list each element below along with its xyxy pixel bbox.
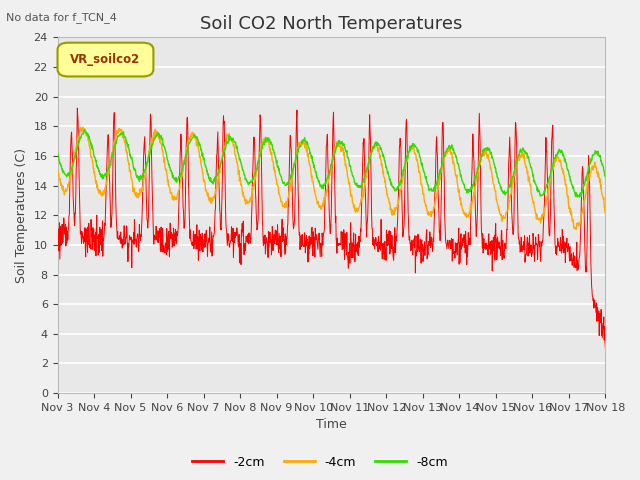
-2cm (602, 345, 609, 350)
-4cm (602, 210, 609, 216)
-4cm (237, 182, 245, 188)
-8cm (575, 194, 583, 200)
-8cm (81, 127, 88, 132)
Text: VR_soilco2: VR_soilco2 (70, 53, 141, 66)
-4cm (79, 124, 87, 130)
-8cm (163, 151, 170, 157)
Y-axis label: Soil Temperatures (C): Soil Temperatures (C) (15, 148, 28, 283)
-4cm (176, 186, 184, 192)
-4cm (573, 227, 580, 232)
Line: -4cm: -4cm (58, 127, 605, 229)
-4cm (537, 220, 545, 226)
-4cm (54, 169, 61, 175)
-4cm (163, 167, 170, 172)
-2cm (488, 268, 496, 274)
-2cm (54, 244, 61, 250)
Text: No data for f_TCN_4: No data for f_TCN_4 (6, 12, 117, 23)
Line: -2cm: -2cm (58, 108, 605, 348)
-8cm (176, 174, 184, 180)
-2cm (237, 262, 245, 267)
-8cm (537, 193, 545, 199)
-8cm (417, 157, 424, 163)
Title: Soil CO2 North Temperatures: Soil CO2 North Temperatures (200, 15, 463, 33)
Line: -8cm: -8cm (58, 130, 605, 197)
-2cm (163, 252, 170, 257)
-8cm (54, 149, 61, 155)
-8cm (488, 154, 496, 160)
-8cm (237, 160, 245, 166)
FancyBboxPatch shape (58, 43, 154, 76)
X-axis label: Time: Time (316, 419, 347, 432)
-4cm (488, 174, 496, 180)
-2cm (74, 105, 81, 111)
-2cm (417, 240, 424, 246)
Legend: -2cm, -4cm, -8cm: -2cm, -4cm, -8cm (187, 451, 453, 474)
-4cm (417, 178, 424, 183)
-2cm (537, 258, 545, 264)
-2cm (176, 172, 184, 178)
-8cm (602, 173, 609, 179)
